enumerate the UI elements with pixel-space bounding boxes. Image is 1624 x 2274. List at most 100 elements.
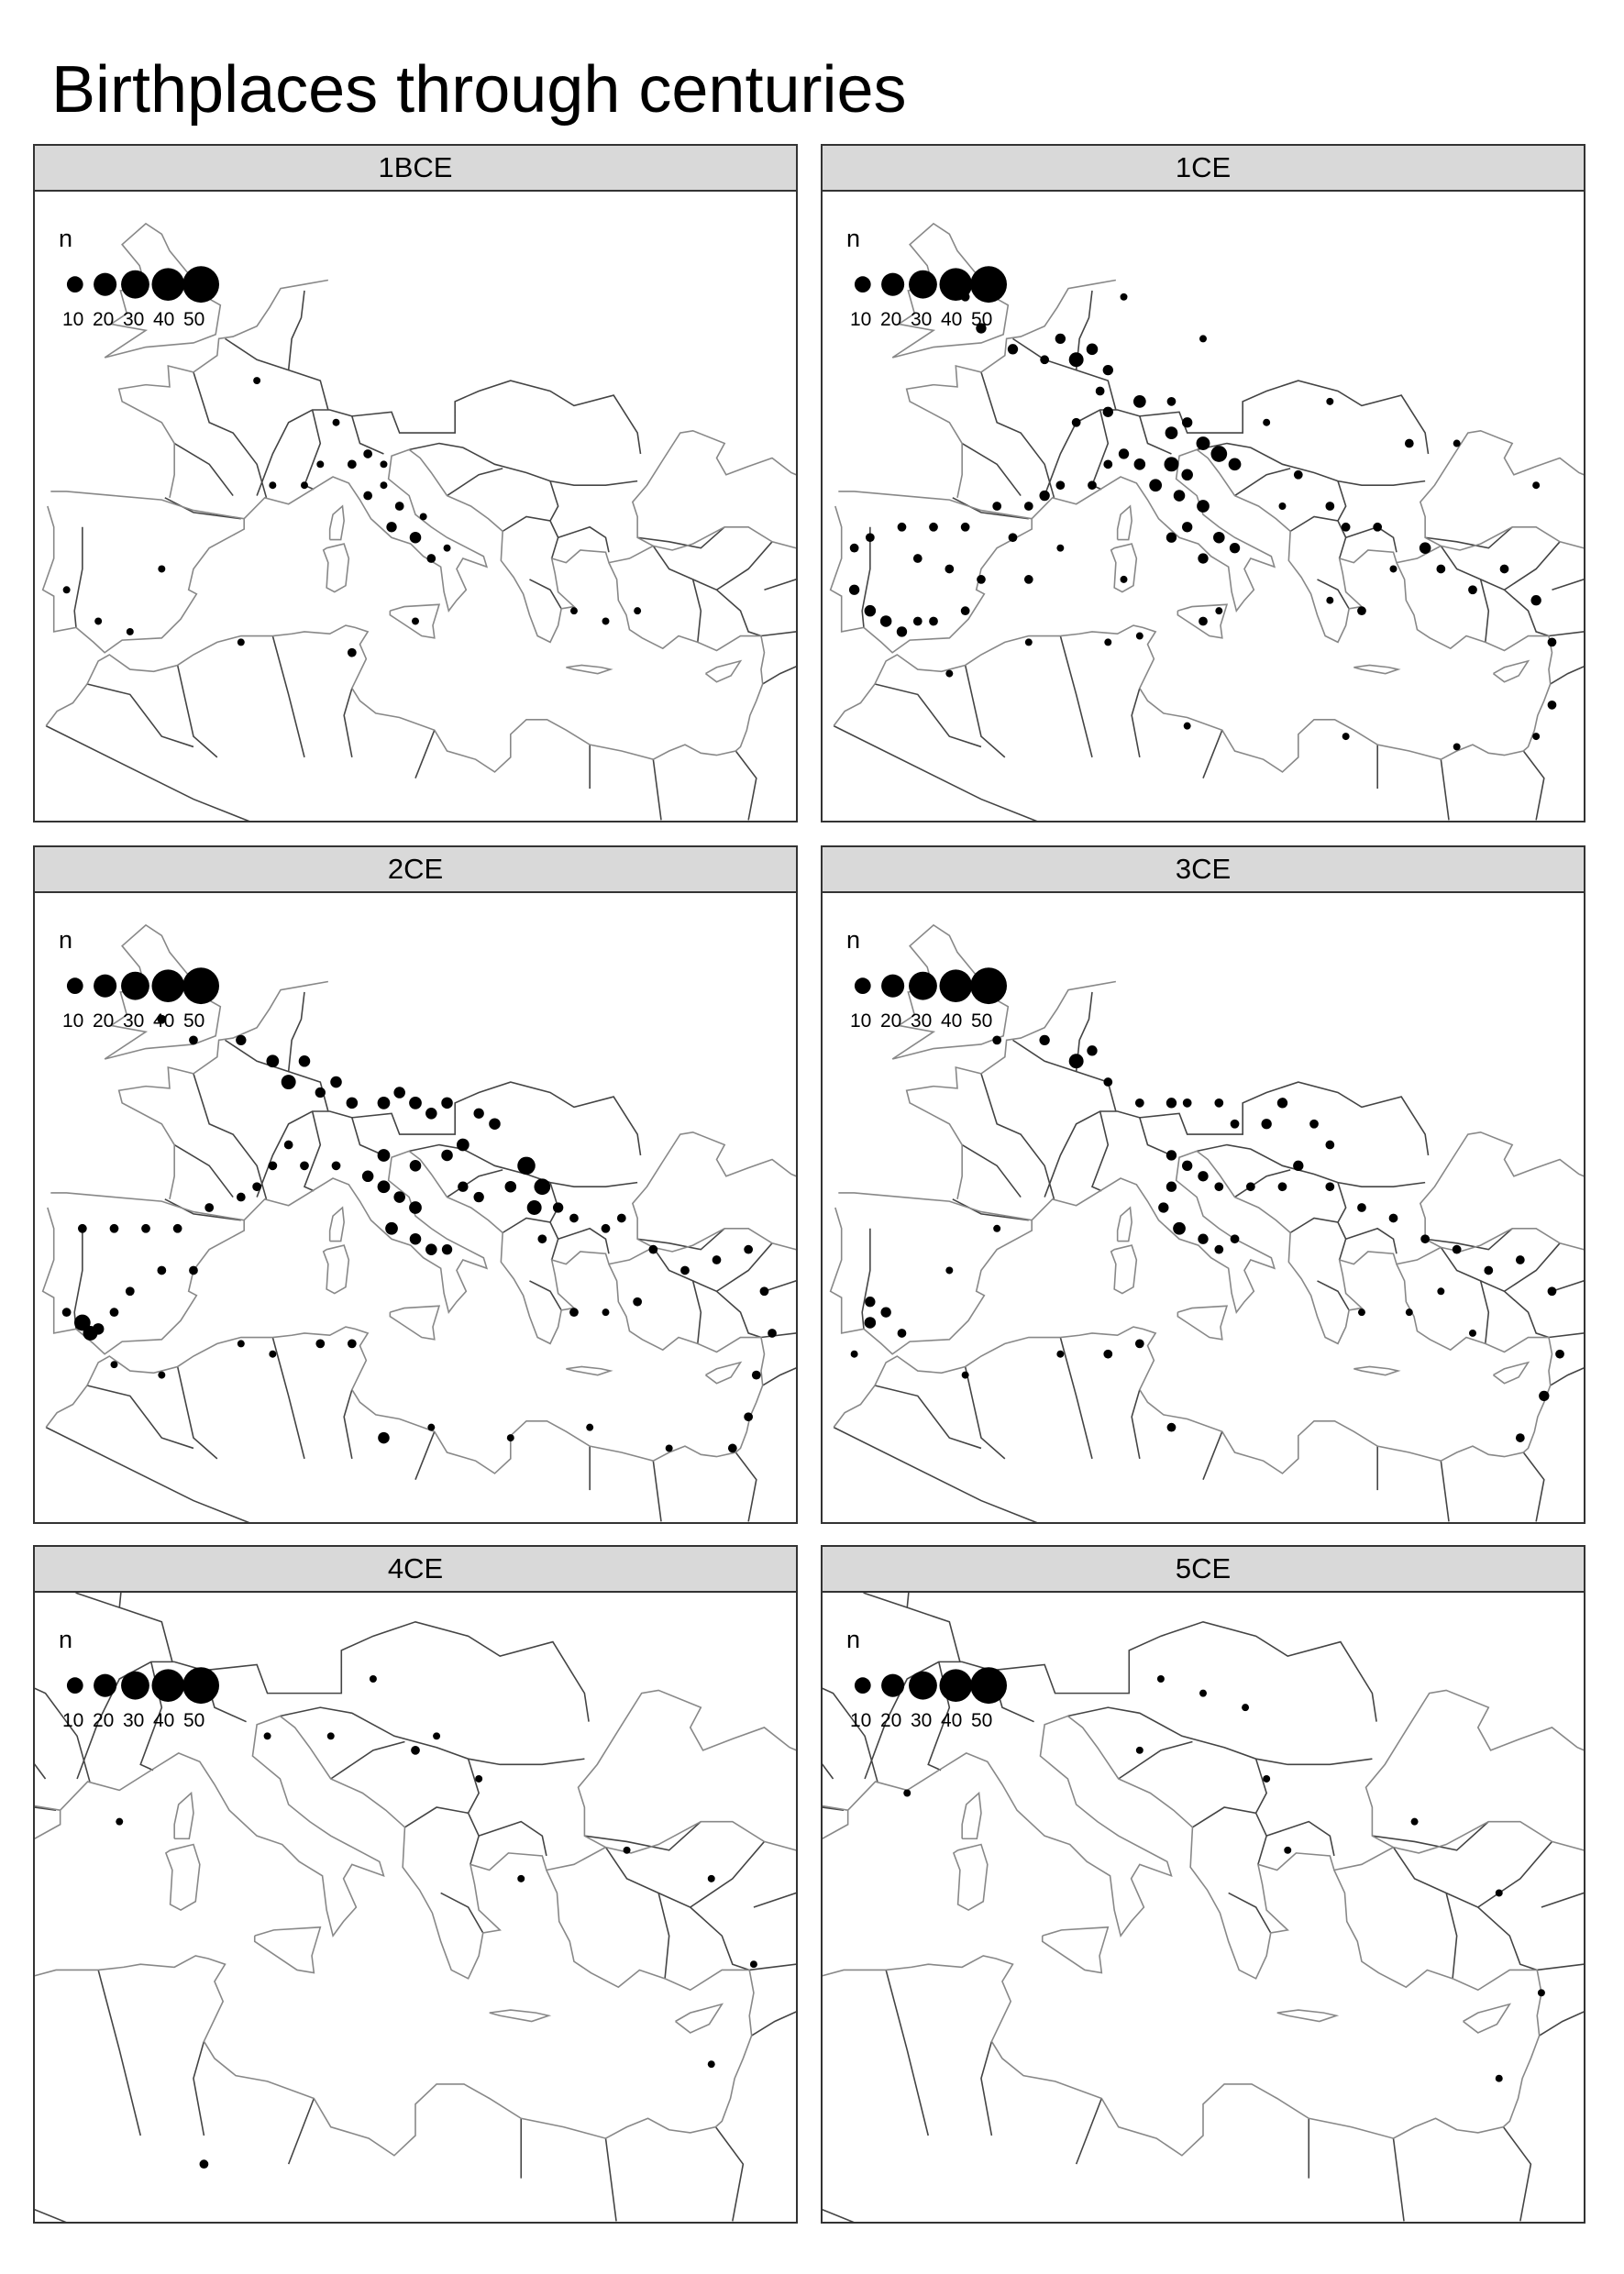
birthplace-point <box>768 1329 777 1338</box>
province-boundary <box>1012 1039 1117 1112</box>
province-boundary <box>225 337 329 411</box>
birthplace-point <box>712 1255 722 1264</box>
birthplace-point <box>865 1297 876 1308</box>
birthplace-point <box>363 491 373 501</box>
birthplace-point <box>1158 1202 1169 1213</box>
province-boundary <box>1372 1821 1489 1851</box>
coastline <box>605 1820 796 1854</box>
province-boundary <box>874 1385 982 1450</box>
province-boundary <box>225 1039 329 1112</box>
province-boundary <box>1440 545 1550 637</box>
birthplace-point <box>1228 458 1242 471</box>
birthplace-point <box>633 1297 643 1307</box>
coastline <box>1353 664 1401 675</box>
province-boundary <box>637 526 725 549</box>
birthplace-point <box>1405 1308 1413 1317</box>
birthplace-point <box>517 1874 525 1882</box>
coastline <box>1110 1244 1138 1295</box>
birthplace-point <box>1102 406 1113 417</box>
birthplace-point <box>1103 459 1113 469</box>
birthplace-point <box>1284 1846 1292 1854</box>
birthplace-point <box>897 522 907 532</box>
legend-size-circle <box>881 974 905 998</box>
birthplace-point <box>864 604 877 617</box>
legend-size-circle <box>151 268 185 301</box>
birthplace-point <box>749 1960 757 1969</box>
birthplace-point <box>1068 352 1084 368</box>
legend-label: 20 <box>880 309 902 330</box>
birthplace-point <box>1198 1171 1209 1182</box>
birthplace-point <box>1156 1675 1165 1683</box>
province-boundary <box>408 442 638 487</box>
birthplace-point <box>473 1108 484 1119</box>
birthplace-point <box>1173 1221 1186 1235</box>
birthplace-point <box>1436 564 1446 574</box>
birthplace-point <box>377 1096 391 1109</box>
coastline <box>322 1244 350 1295</box>
map-area: n 10 20 30 40 50 <box>821 893 1585 1524</box>
birthplace-point <box>1164 457 1179 472</box>
birthplace-point <box>569 1213 579 1223</box>
birthplace-point <box>1276 1098 1288 1109</box>
coastline <box>41 1192 245 1355</box>
facet-panel-4ce: 4CE n 10 20 30 40 50 <box>33 1545 798 2224</box>
coastline <box>566 664 613 675</box>
legend-size-circle <box>909 270 937 299</box>
legend-size-circle <box>151 969 185 1002</box>
birthplace-point <box>409 1232 422 1245</box>
birthplace-point <box>1103 1077 1113 1087</box>
province-boundary <box>1090 1110 1110 1192</box>
birthplace-point <box>504 1180 517 1193</box>
province-boundary <box>833 1426 1038 1522</box>
birthplace-point <box>912 554 922 563</box>
province-boundary <box>762 666 796 685</box>
legend-size-circle <box>881 272 905 296</box>
birthplace-point <box>945 1266 954 1275</box>
coastline <box>1177 1305 1229 1341</box>
province-boundary <box>1289 515 1347 559</box>
province-boundary <box>823 1806 845 1811</box>
province-boundary <box>1139 415 1172 455</box>
birthplace-point <box>929 616 938 626</box>
coastline <box>704 659 743 683</box>
birthplace-point <box>1357 606 1366 616</box>
birthplace-point <box>409 1201 422 1214</box>
birthplace-point <box>1537 1989 1545 1997</box>
birthplace-point <box>1373 522 1383 532</box>
birthplace-point <box>552 1202 564 1213</box>
birthplace-point <box>298 1055 311 1067</box>
birthplace-point <box>347 1339 357 1349</box>
birthplace-point <box>1532 733 1541 741</box>
birthplace-point <box>1008 533 1018 543</box>
birthplace-point <box>680 1265 690 1275</box>
birthplace-point <box>125 1286 135 1297</box>
legend-label: 40 <box>153 309 175 330</box>
province-boundary <box>760 1332 796 1339</box>
legend-label: 10 <box>850 1010 872 1032</box>
province-boundary <box>287 991 305 1072</box>
birthplace-point <box>1263 1774 1271 1783</box>
birthplace-point <box>1214 1244 1224 1254</box>
province-boundary <box>1345 525 1398 553</box>
birthplace-point <box>1530 595 1541 606</box>
birthplace-point <box>1499 564 1509 574</box>
province-boundary <box>1479 1280 1490 1344</box>
province-boundary <box>1202 1430 1223 1480</box>
birthplace-point <box>458 1181 469 1192</box>
legend-size-circle <box>121 1671 149 1700</box>
coastline <box>1031 429 1584 644</box>
birthplace-point <box>912 616 922 626</box>
province-boundary <box>1317 579 1350 610</box>
birthplace-point <box>865 533 875 543</box>
coastline <box>389 1305 441 1341</box>
coastline <box>1116 1206 1132 1242</box>
coastline <box>60 1689 796 1980</box>
birthplace-point <box>616 1213 626 1223</box>
birthplace-point <box>1452 1244 1462 1254</box>
legend-label: 10 <box>850 1710 872 1731</box>
birthplace-point <box>992 1035 1002 1045</box>
province-boundary <box>1440 759 1450 821</box>
coastline <box>1463 2003 1512 2034</box>
coastline <box>328 1206 345 1242</box>
birthplace-point <box>648 1244 658 1254</box>
